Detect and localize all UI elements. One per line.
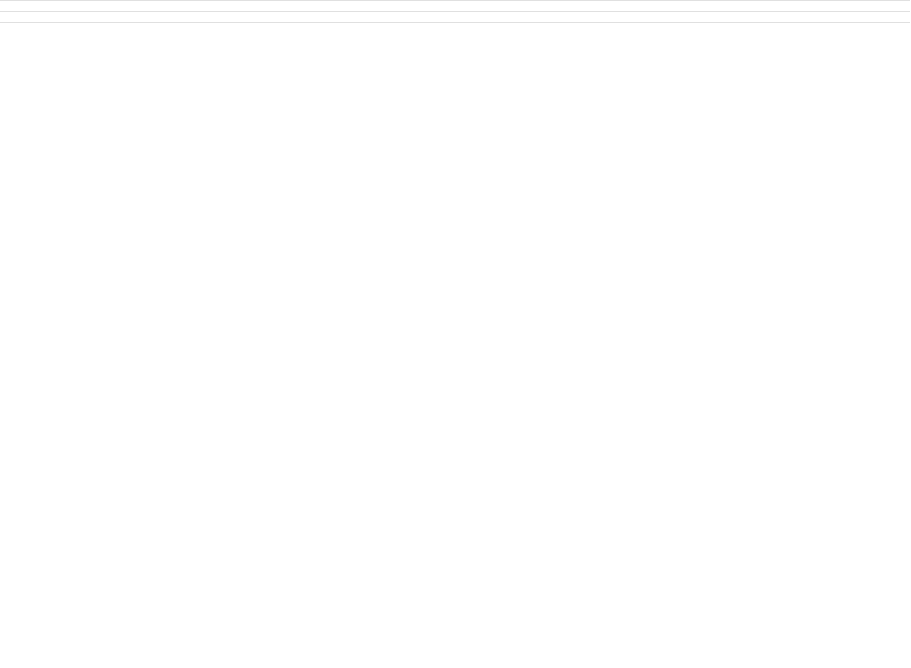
font-chart — [0, 0, 911, 668]
grid-spacer — [0, 1, 911, 11]
glyph-grid-bot — [0, 22, 910, 23]
grid-spacer — [0, 12, 911, 22]
